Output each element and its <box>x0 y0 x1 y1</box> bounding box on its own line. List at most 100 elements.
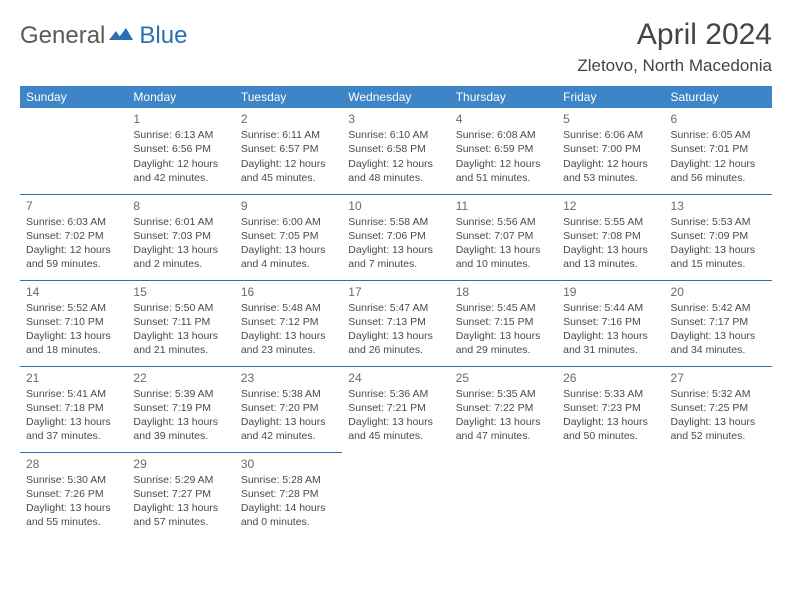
calendar-cell: 20Sunrise: 5:42 AMSunset: 7:17 PMDayligh… <box>665 280 772 366</box>
day-number: 14 <box>26 284 121 300</box>
daylight-line: and 21 minutes. <box>133 343 228 357</box>
weekday-header: Saturday <box>665 86 772 108</box>
sunrise-line: Sunrise: 5:45 AM <box>456 301 551 315</box>
calendar-cell: 21Sunrise: 5:41 AMSunset: 7:18 PMDayligh… <box>20 366 127 452</box>
daylight-line: Daylight: 13 hours <box>671 329 766 343</box>
day-number: 1 <box>133 111 228 127</box>
sunset-line: Sunset: 7:09 PM <box>671 229 766 243</box>
daylight-line: and 10 minutes. <box>456 257 551 271</box>
sunrise-line: Sunrise: 5:30 AM <box>26 473 121 487</box>
daylight-line: Daylight: 13 hours <box>133 415 228 429</box>
daylight-line: Daylight: 13 hours <box>563 415 658 429</box>
sunrise-line: Sunrise: 6:10 AM <box>348 128 443 142</box>
daylight-line: Daylight: 12 hours <box>671 157 766 171</box>
calendar-cell: 27Sunrise: 5:32 AMSunset: 7:25 PMDayligh… <box>665 366 772 452</box>
weekday-header: Sunday <box>20 86 127 108</box>
daylight-line: and 37 minutes. <box>26 429 121 443</box>
sunrise-line: Sunrise: 5:58 AM <box>348 215 443 229</box>
sunrise-line: Sunrise: 5:52 AM <box>26 301 121 315</box>
daylight-line: Daylight: 13 hours <box>563 243 658 257</box>
sunset-line: Sunset: 7:01 PM <box>671 142 766 156</box>
daylight-line: Daylight: 12 hours <box>563 157 658 171</box>
day-number: 20 <box>671 284 766 300</box>
sunrise-line: Sunrise: 5:28 AM <box>241 473 336 487</box>
sunset-line: Sunset: 6:56 PM <box>133 142 228 156</box>
day-number: 24 <box>348 370 443 386</box>
sunrise-line: Sunrise: 5:38 AM <box>241 387 336 401</box>
day-number: 10 <box>348 198 443 214</box>
calendar-cell: 12Sunrise: 5:55 AMSunset: 7:08 PMDayligh… <box>557 194 664 280</box>
calendar-cell: 19Sunrise: 5:44 AMSunset: 7:16 PMDayligh… <box>557 280 664 366</box>
sunrise-line: Sunrise: 6:05 AM <box>671 128 766 142</box>
sunset-line: Sunset: 7:17 PM <box>671 315 766 329</box>
calendar-cell: 16Sunrise: 5:48 AMSunset: 7:12 PMDayligh… <box>235 280 342 366</box>
sunset-line: Sunset: 7:02 PM <box>26 229 121 243</box>
sunset-line: Sunset: 7:11 PM <box>133 315 228 329</box>
weekday-header: Monday <box>127 86 234 108</box>
daylight-line: and 13 minutes. <box>563 257 658 271</box>
sunset-line: Sunset: 7:10 PM <box>26 315 121 329</box>
daylight-line: and 31 minutes. <box>563 343 658 357</box>
header: General Blue April 2024 Zletovo, North M… <box>20 18 772 76</box>
calendar-cell: 14Sunrise: 5:52 AMSunset: 7:10 PMDayligh… <box>20 280 127 366</box>
day-number: 16 <box>241 284 336 300</box>
day-number: 12 <box>563 198 658 214</box>
sunset-line: Sunset: 7:27 PM <box>133 487 228 501</box>
calendar-cell <box>342 452 449 538</box>
daylight-line: Daylight: 13 hours <box>241 329 336 343</box>
daylight-line: Daylight: 13 hours <box>671 415 766 429</box>
sunset-line: Sunset: 7:08 PM <box>563 229 658 243</box>
daylight-line: Daylight: 12 hours <box>133 157 228 171</box>
daylight-line: and 39 minutes. <box>133 429 228 443</box>
calendar-grid: Sunday Monday Tuesday Wednesday Thursday… <box>20 86 772 538</box>
brand-part2: Blue <box>139 22 187 50</box>
sunset-line: Sunset: 7:12 PM <box>241 315 336 329</box>
calendar-cell: 17Sunrise: 5:47 AMSunset: 7:13 PMDayligh… <box>342 280 449 366</box>
daylight-line: Daylight: 13 hours <box>26 415 121 429</box>
sunrise-line: Sunrise: 6:01 AM <box>133 215 228 229</box>
calendar-cell: 2Sunrise: 6:11 AMSunset: 6:57 PMDaylight… <box>235 108 342 194</box>
calendar-cell: 29Sunrise: 5:29 AMSunset: 7:27 PMDayligh… <box>127 452 234 538</box>
day-number: 26 <box>563 370 658 386</box>
sunset-line: Sunset: 7:19 PM <box>133 401 228 415</box>
daylight-line: and 0 minutes. <box>241 515 336 529</box>
calendar-cell: 3Sunrise: 6:10 AMSunset: 6:58 PMDaylight… <box>342 108 449 194</box>
calendar-cell: 13Sunrise: 5:53 AMSunset: 7:09 PMDayligh… <box>665 194 772 280</box>
daylight-line: and 4 minutes. <box>241 257 336 271</box>
daylight-line: Daylight: 13 hours <box>456 329 551 343</box>
daylight-line: Daylight: 12 hours <box>241 157 336 171</box>
calendar-cell: 5Sunrise: 6:06 AMSunset: 7:00 PMDaylight… <box>557 108 664 194</box>
sunset-line: Sunset: 7:16 PM <box>563 315 658 329</box>
sunrise-line: Sunrise: 5:35 AM <box>456 387 551 401</box>
calendar-cell: 28Sunrise: 5:30 AMSunset: 7:26 PMDayligh… <box>20 452 127 538</box>
sunrise-line: Sunrise: 5:36 AM <box>348 387 443 401</box>
daylight-line: and 34 minutes. <box>671 343 766 357</box>
sunrise-line: Sunrise: 5:56 AM <box>456 215 551 229</box>
brand-logo: General Blue <box>20 22 187 50</box>
sunrise-line: Sunrise: 5:39 AM <box>133 387 228 401</box>
daylight-line: Daylight: 13 hours <box>241 415 336 429</box>
day-number: 4 <box>456 111 551 127</box>
calendar-cell: 15Sunrise: 5:50 AMSunset: 7:11 PMDayligh… <box>127 280 234 366</box>
calendar-cell: 26Sunrise: 5:33 AMSunset: 7:23 PMDayligh… <box>557 366 664 452</box>
calendar-cell <box>557 452 664 538</box>
daylight-line: and 50 minutes. <box>563 429 658 443</box>
day-number: 30 <box>241 456 336 472</box>
sunset-line: Sunset: 7:21 PM <box>348 401 443 415</box>
sunrise-line: Sunrise: 6:11 AM <box>241 128 336 142</box>
calendar-week: 28Sunrise: 5:30 AMSunset: 7:26 PMDayligh… <box>20 452 772 538</box>
sunrise-line: Sunrise: 5:53 AM <box>671 215 766 229</box>
sunrise-line: Sunrise: 5:47 AM <box>348 301 443 315</box>
sunset-line: Sunset: 7:03 PM <box>133 229 228 243</box>
weekday-header: Thursday <box>450 86 557 108</box>
daylight-line: and 48 minutes. <box>348 171 443 185</box>
daylight-line: Daylight: 13 hours <box>456 415 551 429</box>
calendar-cell: 18Sunrise: 5:45 AMSunset: 7:15 PMDayligh… <box>450 280 557 366</box>
calendar-cell: 8Sunrise: 6:01 AMSunset: 7:03 PMDaylight… <box>127 194 234 280</box>
sunset-line: Sunset: 7:28 PM <box>241 487 336 501</box>
daylight-line: Daylight: 12 hours <box>348 157 443 171</box>
calendar-cell <box>20 108 127 194</box>
weekday-header: Wednesday <box>342 86 449 108</box>
calendar-cell: 4Sunrise: 6:08 AMSunset: 6:59 PMDaylight… <box>450 108 557 194</box>
sunrise-line: Sunrise: 5:55 AM <box>563 215 658 229</box>
